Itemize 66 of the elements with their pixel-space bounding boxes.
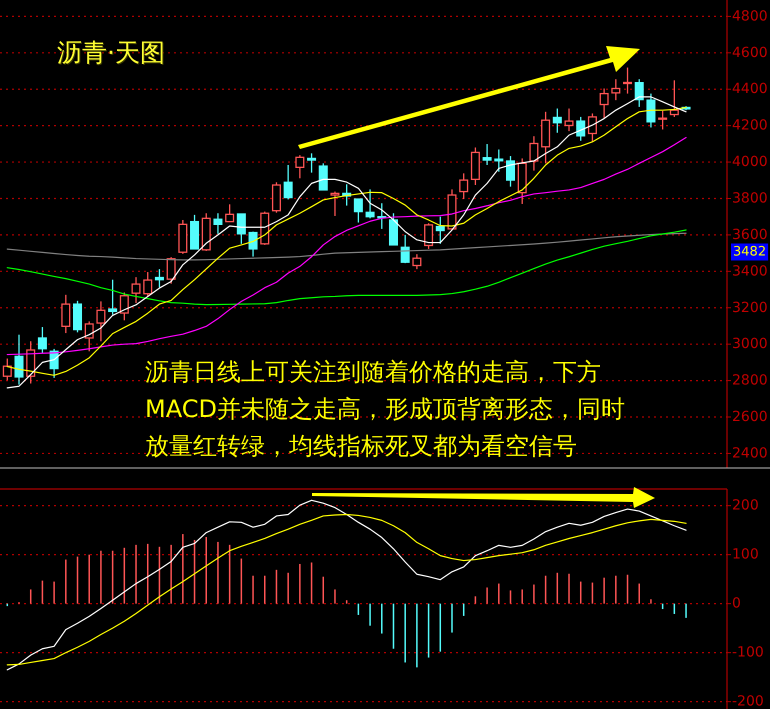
candlestick (588, 112, 597, 143)
y-tick-label: 2600 (732, 409, 768, 426)
text: 沥青·天图 (58, 39, 166, 68)
candlestick (412, 254, 422, 270)
candlestick (658, 110, 668, 130)
y-tick-label: -100 (732, 644, 764, 661)
candlestick (366, 188, 375, 219)
candlestick (611, 78, 620, 101)
candlestick (400, 234, 410, 264)
candlestick (295, 154, 304, 179)
candlestick (248, 230, 258, 258)
candlestick (38, 326, 47, 354)
candlestick (670, 80, 679, 118)
candlestick (108, 279, 118, 316)
candlestick (564, 108, 574, 132)
candlestick (143, 271, 152, 298)
text: 3482 (733, 244, 766, 260)
y-tick-label: 100 (732, 546, 759, 563)
y-tick-label: 4200 (732, 118, 768, 134)
candlestick (459, 172, 468, 200)
y-tick-label: 0 (732, 596, 741, 612)
candlestick (529, 136, 538, 172)
y-tick-label: 2800 (732, 372, 768, 389)
y-tick-label: 3200 (732, 300, 768, 316)
candlestick (14, 334, 24, 386)
candlestick (61, 294, 70, 334)
candlestick (236, 213, 246, 244)
candlestick (330, 190, 340, 217)
candlestick (494, 148, 504, 172)
candlestick (354, 198, 363, 224)
candlestick (506, 155, 516, 188)
candlestick (576, 116, 586, 142)
candlestick (96, 300, 106, 342)
y-tick-label: 4000 (732, 154, 768, 170)
candlestick (634, 78, 644, 108)
candlestick (600, 88, 609, 120)
annotation: 放量红转绿，均线指标死叉都为看空信号 (145, 432, 577, 460)
candlestick (424, 222, 434, 250)
annotation: MACD并未随之走高，形成顶背离形态，同时 (145, 395, 625, 423)
y-tick-label: 3000 (732, 336, 768, 352)
candlestick (284, 164, 293, 200)
y-tick-label: -200 (732, 694, 764, 709)
y-tick-label: 3400 (732, 263, 768, 280)
candlestick (318, 162, 328, 191)
y-tick-label: 4400 (732, 81, 768, 98)
candlestick (436, 216, 445, 244)
candlestick (307, 152, 316, 174)
candlestick (552, 108, 562, 134)
y-tick-label: 4800 (732, 8, 768, 24)
candlestick (623, 66, 632, 94)
candlestick (166, 256, 176, 284)
y-tick-label: 200 (732, 498, 759, 514)
annotation: 沥青日线上可关注到随着价格的走高，下方 (145, 358, 601, 386)
y-tick-label: 3600 (732, 226, 768, 243)
y-tick-label: 2400 (732, 445, 768, 462)
y-tick-label: 4600 (732, 44, 768, 61)
candlestick (2, 358, 12, 381)
candlestick (646, 92, 656, 128)
y-tick-label: 3800 (732, 190, 768, 206)
candlestick (225, 204, 234, 222)
candlestick (154, 268, 164, 288)
candlestick (84, 320, 94, 352)
candlestick (120, 292, 129, 321)
candlestick (482, 143, 492, 166)
candlestick (213, 212, 222, 234)
candlestick (132, 276, 141, 304)
